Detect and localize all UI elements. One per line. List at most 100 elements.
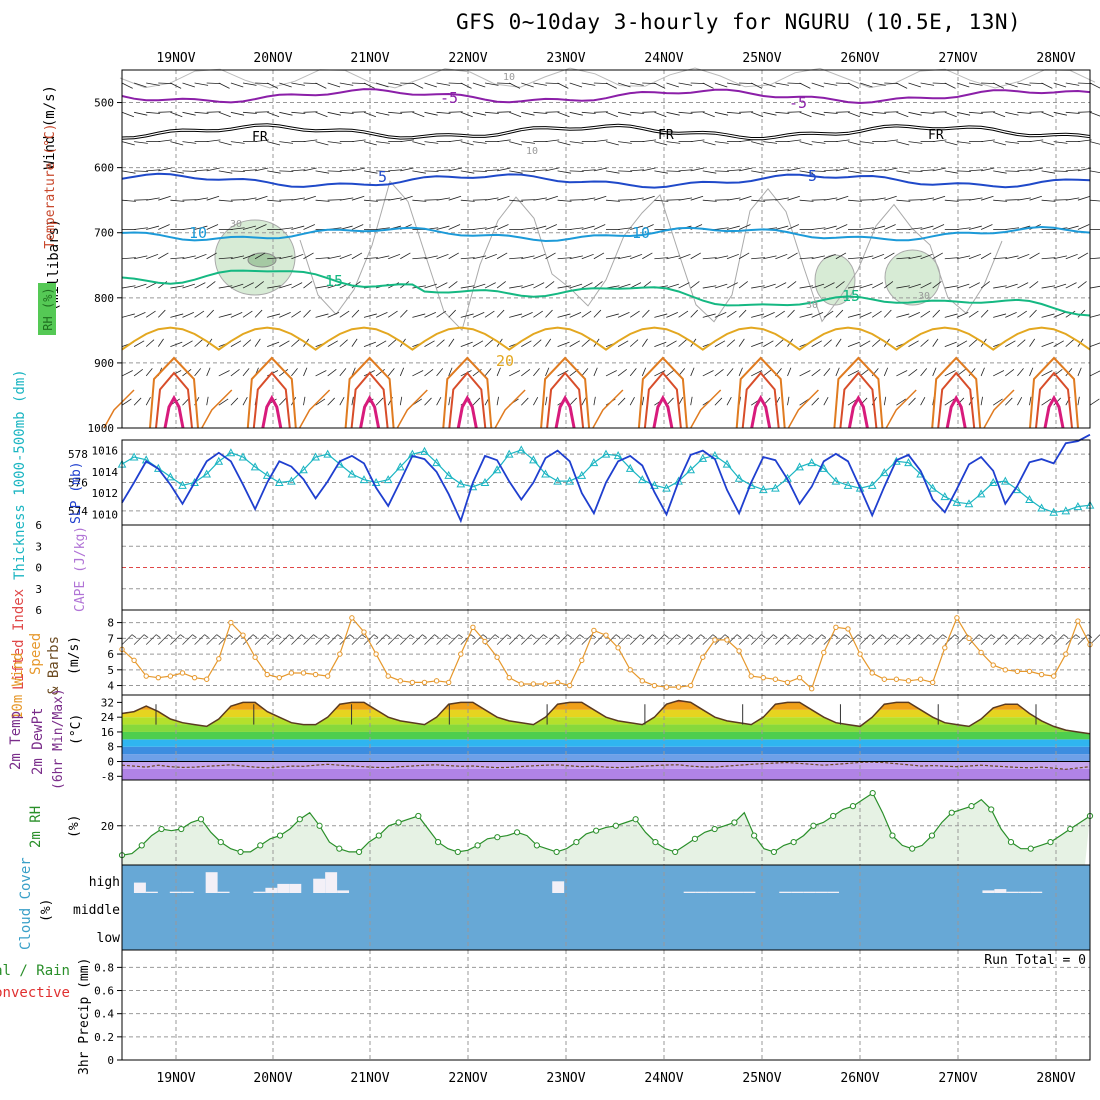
wind-barb-10m-feather (724, 634, 730, 638)
wind-barb-10m-feather (700, 634, 705, 638)
wind-barb (303, 224, 315, 230)
tick-label: 0 (107, 1054, 114, 1067)
cloud-high-bar (181, 891, 194, 893)
wind-barb-10m-feather (1039, 634, 1044, 638)
wind-barb (1089, 398, 1100, 406)
wind-barb (145, 368, 153, 377)
wind-barb (884, 224, 896, 230)
wind-barb (1041, 370, 1053, 377)
wind-barb (1089, 111, 1100, 117)
wind-barb (496, 195, 510, 201)
wind-speed-point (1002, 667, 1008, 673)
wind-barb (726, 169, 741, 172)
wind-barb (666, 255, 680, 260)
wind-barb (521, 199, 536, 201)
low-level-contour (546, 371, 585, 429)
low-level-contour (931, 356, 982, 429)
wind-barb (315, 82, 327, 89)
wind-barb (218, 111, 231, 118)
wind-speed-point (433, 678, 440, 684)
wind-barb (303, 252, 314, 260)
isotherm-label: 10 (632, 224, 650, 242)
wind-barb (690, 167, 704, 172)
date-label-bottom: 19NOV (156, 1071, 195, 1086)
wind-barb (860, 227, 874, 230)
cloud-high-bar (313, 878, 326, 893)
wind-barb (387, 368, 395, 377)
thickness-marker (383, 475, 393, 484)
thickness-marker (553, 476, 562, 485)
wind-barb (242, 339, 252, 347)
wind-barb-10m-feather (506, 634, 512, 638)
wind-barb-10m (279, 634, 290, 645)
wind-barb (896, 199, 911, 202)
wind-barb (291, 82, 305, 86)
wind-barb (678, 310, 689, 318)
thickness-marker (529, 455, 538, 464)
wind-barb (738, 281, 748, 289)
wind-barb-10m (472, 634, 484, 645)
wind-barb (751, 170, 765, 174)
wind-barb (182, 283, 195, 289)
wind-barb (823, 397, 829, 406)
wind-barb (242, 368, 250, 377)
isotherm-label: FR (658, 128, 674, 143)
wind-barb (230, 82, 244, 88)
wind-barb-10m (254, 634, 266, 645)
wind-barb (134, 227, 148, 230)
wind-barb (641, 396, 645, 406)
rh-point (1027, 845, 1034, 852)
wind-barb-10m (218, 634, 230, 645)
rh-point (415, 812, 422, 820)
axis-label-temp: Temperature (°C) (43, 123, 58, 248)
wind-barb (896, 111, 909, 118)
wind-barb (448, 338, 455, 347)
wind-barb (533, 368, 540, 377)
wind-barb (351, 139, 366, 142)
wind-speed-point (482, 638, 488, 645)
rh-point (237, 848, 244, 856)
wind-barb (908, 283, 921, 289)
wind-barb (255, 82, 270, 85)
wind-barb (412, 141, 426, 146)
wind-barb (460, 257, 475, 260)
rh-point (553, 848, 560, 856)
wind-barb (714, 397, 723, 406)
wind-barb (896, 313, 910, 318)
isotherm-label: 15 (325, 272, 343, 290)
wind-barb (847, 141, 861, 146)
wind-barb (811, 111, 825, 116)
wind-barb (557, 341, 570, 348)
wind-barb (521, 397, 529, 406)
rh-point (928, 832, 936, 839)
wind-barb (739, 139, 753, 142)
low-level-contour (1043, 394, 1065, 429)
wind-barb (980, 252, 992, 260)
rh-point (197, 816, 205, 823)
wind-barb-10m (763, 634, 774, 645)
wind-barb (932, 338, 939, 347)
wind-barb (641, 338, 648, 347)
wind-barb (472, 111, 487, 116)
wind-barb (654, 341, 667, 348)
wind-barb-10m-feather (1027, 634, 1032, 638)
wind-barb (509, 170, 523, 174)
wind-barb (363, 313, 377, 318)
wind-barb (303, 167, 317, 172)
slp-line (121, 433, 1091, 524)
wind-barb (496, 224, 509, 230)
wind-barb (642, 195, 655, 201)
rh-color-swatch (38, 283, 56, 335)
wind-barb (751, 141, 765, 146)
wind-barb-10m (920, 634, 931, 645)
wind-barb (424, 82, 437, 88)
thickness-marker (686, 465, 696, 474)
wind-barb (206, 309, 214, 318)
wind-barb (617, 82, 631, 88)
wind-barb-10m-feather (337, 634, 342, 638)
date-label-top: 22NOV (448, 51, 487, 66)
wind-barb (484, 169, 499, 172)
wind-barb-10m-feather (773, 634, 778, 638)
wind-barb (726, 397, 732, 406)
wind-barb (605, 257, 620, 260)
